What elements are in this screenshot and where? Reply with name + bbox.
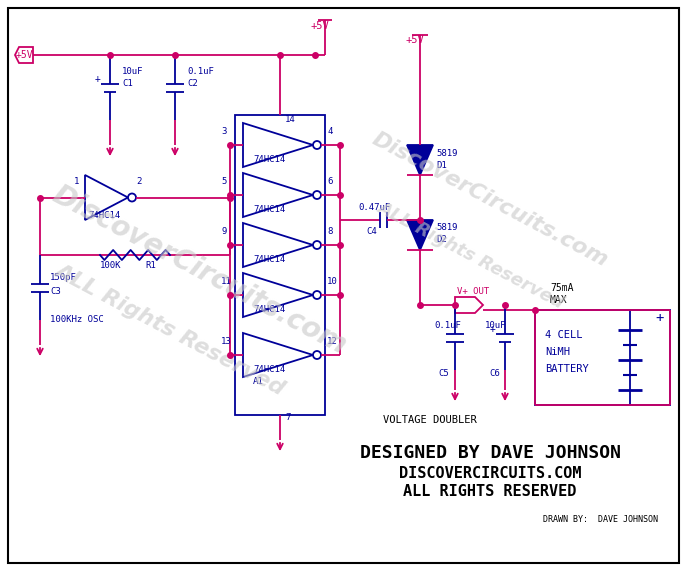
Text: 9: 9 <box>221 227 227 235</box>
Bar <box>535 310 670 405</box>
Text: DiscoverCircuits.com: DiscoverCircuits.com <box>369 129 611 271</box>
Text: 0.1uF: 0.1uF <box>434 320 461 329</box>
Text: 10uF: 10uF <box>122 67 144 77</box>
Text: +5V: +5V <box>311 21 329 31</box>
Text: 13: 13 <box>221 336 232 345</box>
Text: 10: 10 <box>327 276 338 286</box>
Text: +5V: +5V <box>16 50 34 60</box>
Text: DRAWN BY:  DAVE JOHNSON: DRAWN BY: DAVE JOHNSON <box>543 516 658 525</box>
Text: R1: R1 <box>145 260 156 270</box>
Text: 2: 2 <box>136 178 142 187</box>
Text: 14: 14 <box>285 115 295 124</box>
Text: BATTERY: BATTERY <box>545 364 589 374</box>
Text: 12: 12 <box>327 336 338 345</box>
Text: C5: C5 <box>438 369 449 379</box>
Text: 74HC14: 74HC14 <box>253 304 285 313</box>
Text: 8: 8 <box>327 227 333 235</box>
Text: ALL Rights Reserved: ALL Rights Reserved <box>374 198 566 312</box>
Text: 5819: 5819 <box>436 223 458 232</box>
Text: C4: C4 <box>366 227 376 236</box>
Text: 100K: 100K <box>100 260 122 270</box>
Text: 7: 7 <box>285 413 291 423</box>
Text: MAX: MAX <box>550 295 567 305</box>
Text: D1: D1 <box>436 160 447 170</box>
Text: 100KHz OSC: 100KHz OSC <box>50 316 104 324</box>
Text: +: + <box>490 324 496 335</box>
Text: 0.1uF: 0.1uF <box>187 67 214 77</box>
Text: DISCOVERCIRCUITS.COM: DISCOVERCIRCUITS.COM <box>398 465 581 481</box>
Text: 6: 6 <box>327 176 333 186</box>
Text: ALL Rights Reserved: ALL Rights Reserved <box>52 261 289 399</box>
Text: 74HC14: 74HC14 <box>253 204 285 214</box>
Text: 150pF: 150pF <box>50 274 77 283</box>
Text: 5: 5 <box>221 176 227 186</box>
Text: 4 CELL: 4 CELL <box>545 330 583 340</box>
Bar <box>235 115 325 415</box>
Text: DESIGNED BY DAVE JOHNSON: DESIGNED BY DAVE JOHNSON <box>359 444 620 462</box>
Text: NiMH: NiMH <box>545 347 570 357</box>
Text: 4: 4 <box>327 127 333 135</box>
Text: 75mA: 75mA <box>550 283 574 293</box>
Polygon shape <box>407 220 433 250</box>
Text: +5V: +5V <box>405 35 425 45</box>
Text: ALL RIGHTS RESERVED: ALL RIGHTS RESERVED <box>403 485 576 500</box>
Text: 74HC14: 74HC14 <box>253 155 285 163</box>
Text: C6: C6 <box>489 369 499 379</box>
Text: DiscoverCircuits.com: DiscoverCircuits.com <box>48 180 352 360</box>
Text: 11: 11 <box>221 276 232 286</box>
Text: C1: C1 <box>122 79 133 89</box>
Text: V+ OUT: V+ OUT <box>457 287 489 296</box>
Text: 0.47uF: 0.47uF <box>358 203 390 212</box>
Text: 3: 3 <box>221 127 227 135</box>
Text: A1: A1 <box>253 376 264 385</box>
Text: +: + <box>95 74 101 85</box>
Text: D2: D2 <box>436 235 447 244</box>
Text: 74HC14: 74HC14 <box>253 364 285 373</box>
Text: 1: 1 <box>74 178 80 187</box>
Text: 74HC14: 74HC14 <box>253 255 285 263</box>
Text: VOLTAGE DOUBLER: VOLTAGE DOUBLER <box>383 415 477 425</box>
Text: 74HC14: 74HC14 <box>88 211 120 219</box>
Text: +: + <box>655 311 664 325</box>
Text: C2: C2 <box>187 79 198 89</box>
Polygon shape <box>407 145 433 175</box>
Text: 10uF: 10uF <box>485 320 506 329</box>
Text: 5819: 5819 <box>436 148 458 158</box>
Text: C3: C3 <box>50 288 60 296</box>
